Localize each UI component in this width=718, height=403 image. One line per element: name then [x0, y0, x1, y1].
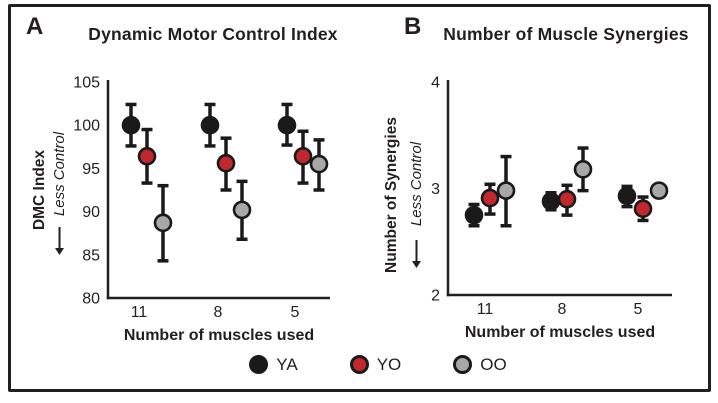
data-marker-ya: [617, 186, 637, 206]
legend: YA YO OO: [0, 355, 718, 374]
data-marker-oo: [309, 154, 329, 174]
panel-a-letter: A: [26, 13, 44, 40]
panel-b-title: Number of Muscle Synergies: [443, 24, 689, 44]
data-marker-ya: [121, 115, 141, 135]
less-control-arrow-head: [55, 248, 64, 255]
legend-item-yo: YO: [349, 355, 402, 374]
data-marker-ya: [277, 115, 297, 135]
x-tick-label: 11: [477, 301, 494, 318]
data-marker-yo: [216, 153, 236, 173]
oo-marker-icon: [453, 355, 473, 374]
x-tick-label: 5: [291, 304, 300, 321]
y-tick-label: 105: [73, 75, 100, 92]
data-marker-yo: [293, 147, 313, 166]
legend-label-ya: YA: [276, 355, 298, 374]
y-tick-label: 3: [431, 181, 440, 198]
y-tick-label: 80: [82, 291, 100, 308]
data-marker-ya: [464, 205, 484, 225]
less-control-arrow-head: [412, 261, 421, 268]
x-tick-label: 5: [634, 301, 643, 318]
data-marker-oo: [496, 181, 516, 200]
data-marker-ya: [541, 191, 561, 211]
data-marker-ya: [200, 115, 220, 135]
x-axis-label: Number of muscles used: [465, 324, 655, 341]
y-axis-label: Number of Synergies: [383, 117, 400, 273]
y-axis-label: DMC Index: [31, 150, 48, 230]
y-axis-annotation: Less Control: [51, 131, 68, 216]
panel-b-letter: B: [404, 13, 422, 40]
panel-a-title: Dynamic Motor Control Index: [88, 24, 338, 44]
legend-label-yo: YO: [376, 355, 402, 374]
panel-b-chart: 2 3 4 11 8 5 Number of muscles used Number of S…: [383, 75, 672, 341]
x-tick-label: 8: [558, 301, 567, 318]
y-tick-label: 90: [82, 204, 100, 221]
y-axis-annotation: Less Control: [408, 141, 425, 226]
y-tick-label: 100: [73, 118, 100, 135]
data-marker-yo: [480, 188, 500, 208]
y-tick-label: 95: [82, 161, 100, 178]
yo-marker-icon: [349, 355, 369, 374]
data-marker-oo: [153, 213, 173, 233]
data-marker-oo: [649, 181, 669, 200]
legend-item-oo: OO: [453, 355, 507, 374]
data-marker-yo: [137, 147, 157, 166]
legend-item-ya: YA: [249, 355, 298, 374]
ya-marker-icon: [249, 355, 269, 374]
data-marker-oo: [573, 160, 593, 179]
figure-border: [8, 4, 711, 392]
legend-label-oo: OO: [480, 355, 507, 374]
y-tick-label: 2: [431, 288, 440, 305]
y-tick-label: 4: [431, 75, 440, 92]
x-axis-label: Number of muscles used: [124, 327, 314, 344]
y-tick-label: 85: [82, 247, 100, 264]
data-marker-yo: [633, 199, 653, 219]
x-tick-label: 8: [214, 304, 223, 321]
data-marker-yo: [557, 189, 577, 209]
x-tick-label: 11: [131, 304, 148, 321]
data-marker-oo: [232, 200, 252, 220]
